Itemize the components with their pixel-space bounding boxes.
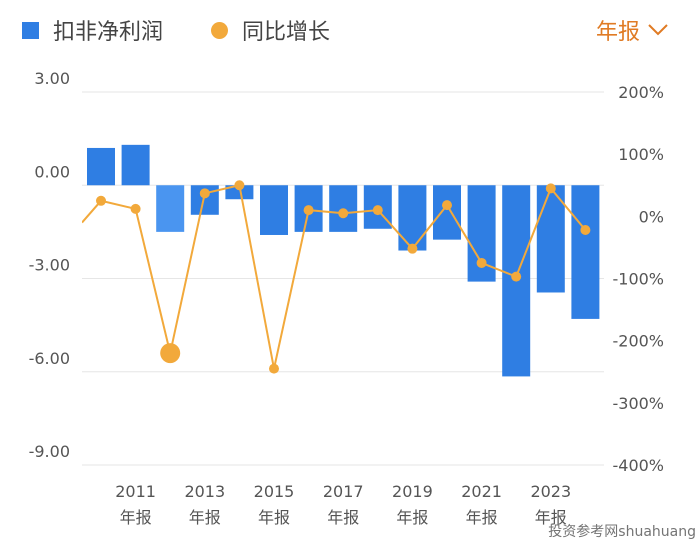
watermark: 投资参考网shuahuang [548, 524, 696, 540]
period-selector[interactable]: 年报 [596, 14, 670, 46]
chart-legend: 扣非净利润 同比增长 [22, 14, 378, 46]
bar [536, 185, 565, 293]
x-tick-label: 2021 [461, 482, 502, 501]
x-tick-sublabel: 年报 [396, 508, 428, 527]
y-right-tick-label: 100% [618, 145, 664, 164]
x-tick-label: 2019 [392, 482, 433, 501]
y-left-tick-label: 3.00 [34, 69, 70, 88]
x-tick-sublabel: 年报 [258, 508, 290, 527]
x-tick-sublabel: 年报 [535, 508, 567, 527]
x-tick-sublabel: 年报 [327, 508, 359, 527]
x-tick-sublabel: 年报 [120, 508, 152, 527]
bar [225, 185, 254, 200]
legend-item-yoy-growth[interactable]: 同比增长 [211, 14, 330, 46]
y-left-tick-label: -3.00 [29, 256, 70, 275]
x-tick-sublabel: 年报 [466, 508, 498, 527]
legend-label-yoy-growth: 同比增长 [242, 20, 331, 45]
line-point [476, 257, 487, 268]
x-tick-sublabel: 年报 [189, 508, 221, 527]
y-left-tick-label: -6.00 [29, 349, 70, 368]
period-selector-label: 年报 [595, 20, 640, 45]
bar [121, 144, 150, 186]
y-right-tick-label: 200% [618, 83, 664, 102]
x-tick-label: 2015 [254, 482, 295, 501]
chevron-down-icon [648, 24, 668, 36]
bar [87, 147, 115, 186]
y-right-tick-label: -400% [612, 456, 664, 475]
bar [398, 185, 427, 251]
bar [433, 185, 461, 240]
series-line [82, 184, 587, 369]
line-point [96, 195, 106, 206]
square-icon [22, 21, 39, 39]
y-right-tick-label: -100% [612, 270, 664, 289]
y-left-tick-label: 0.00 [34, 162, 70, 181]
dot-icon [211, 21, 229, 39]
line-point [511, 271, 522, 282]
x-tick-label: 2017 [323, 482, 364, 501]
line-point [545, 183, 556, 194]
line-point [303, 205, 314, 216]
y-right-tick-label: -200% [612, 332, 664, 351]
bar [571, 185, 600, 319]
line-point [269, 363, 279, 374]
y-left-tick-label: -9.00 [29, 442, 70, 461]
line-point [407, 243, 418, 254]
line-point [442, 200, 452, 211]
bar [156, 185, 185, 232]
x-tick-label: 2013 [184, 482, 225, 501]
x-tick-label: 2023 [530, 482, 571, 501]
legend-label-net-profit: 扣非净利润 [53, 20, 164, 45]
line-point [372, 205, 383, 216]
y-right-tick-label: 0% [639, 207, 664, 226]
line-point [199, 188, 210, 199]
line-point [160, 343, 181, 364]
x-tick-label: 2011 [115, 482, 156, 501]
y-right-tick-label: -300% [612, 394, 664, 413]
line-point [130, 203, 141, 214]
line-point [338, 208, 349, 219]
line-point [580, 225, 591, 236]
line-point [234, 180, 245, 191]
bar [260, 185, 288, 235]
legend-item-net-profit[interactable]: 扣非净利润 [22, 14, 163, 46]
